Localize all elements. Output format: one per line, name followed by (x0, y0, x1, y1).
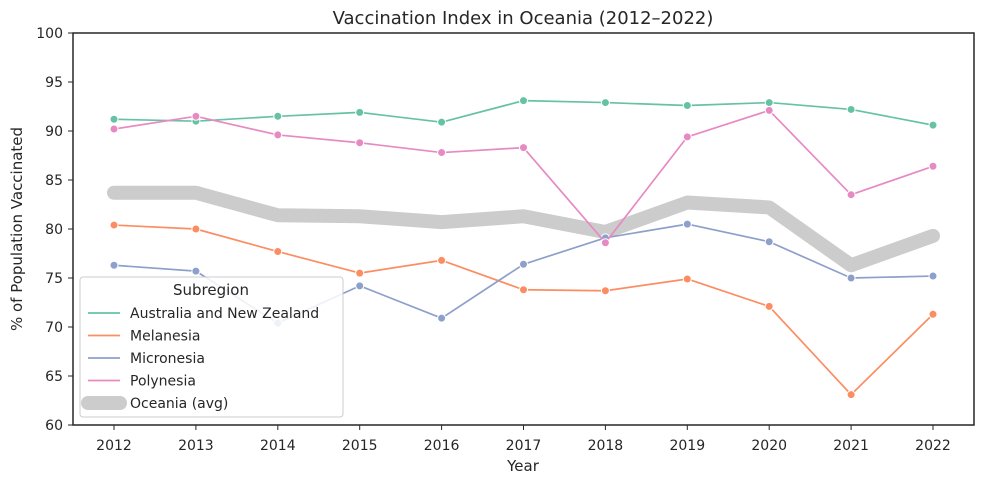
data-point-australia-and-new-zealand (519, 96, 528, 106)
data-point-micronesia (355, 281, 365, 291)
x-tick-label: 2014 (260, 438, 296, 454)
data-point-melanesia (273, 247, 283, 257)
y-tick-label: 90 (45, 124, 63, 140)
data-point-polynesia (764, 105, 774, 115)
data-point-polynesia (846, 190, 856, 200)
x-tick-label: 2015 (342, 438, 378, 454)
y-tick-label: 85 (45, 173, 63, 189)
data-point-australia-and-new-zealand (846, 104, 856, 114)
y-tick-label: 95 (45, 75, 63, 91)
data-point-melanesia (928, 309, 938, 319)
data-point-micronesia (682, 219, 692, 229)
data-point-polynesia (437, 148, 447, 158)
data-point-micronesia (846, 273, 856, 283)
y-tick-label: 65 (45, 369, 63, 385)
y-tick-label: 75 (45, 271, 63, 287)
data-point-micronesia (764, 237, 774, 247)
data-point-australia-and-new-zealand (437, 117, 447, 127)
legend-label-oceania-avg: Oceania (avg) (130, 396, 228, 412)
legend-title: Subregion (173, 281, 249, 299)
legend-label-micronesia: Micronesia (130, 351, 205, 367)
data-point-micronesia (437, 313, 447, 323)
x-tick-label: 2020 (751, 438, 787, 454)
x-tick-label: 2018 (588, 438, 624, 454)
x-tick-label: 2019 (669, 438, 705, 454)
x-tick-label: 2016 (424, 438, 460, 454)
x-tick-label: 2022 (915, 438, 951, 454)
data-point-micronesia (928, 271, 938, 281)
axis-ticks: 60 65 70 75 80 85 90 95 100 2012 2013 2014 2015 2016 2… (36, 26, 951, 454)
y-tick-label: 80 (45, 222, 63, 238)
legend-label-australia-and-new-zealand: Australia and New Zealand (130, 306, 319, 322)
data-point-melanesia (191, 224, 201, 234)
data-point-polynesia (191, 111, 201, 121)
x-tick-label: 2021 (833, 438, 869, 454)
data-point-polynesia (355, 138, 365, 148)
x-tick-label: 2017 (506, 438, 542, 454)
data-point-micronesia (109, 260, 119, 270)
data-point-polynesia (273, 130, 283, 140)
legend: Subregion Australia and New Zealand Melan… (79, 276, 344, 418)
x-axis-label: Year (506, 457, 540, 475)
data-point-polynesia (600, 238, 610, 248)
data-point-micronesia (191, 266, 201, 276)
data-point-melanesia (437, 255, 447, 265)
data-point-melanesia (764, 301, 774, 311)
data-point-melanesia (682, 274, 692, 284)
legend-label-melanesia: Melanesia (130, 329, 200, 345)
data-point-australia-and-new-zealand (273, 111, 283, 121)
data-point-melanesia (109, 220, 119, 230)
y-tick-label: 70 (45, 320, 63, 336)
legend-label-polynesia: Polynesia (130, 374, 196, 390)
data-point-melanesia (355, 268, 365, 278)
data-point-micronesia (519, 259, 528, 269)
y-axis-label: % of Population Vaccinated (8, 127, 26, 331)
data-point-polynesia (682, 132, 692, 142)
y-tick-label: 100 (36, 26, 63, 42)
data-point-australia-and-new-zealand (682, 101, 692, 111)
data-point-australia-and-new-zealand (109, 114, 119, 124)
x-tick-label: 2012 (96, 438, 132, 454)
x-tick-label: 2013 (178, 438, 214, 454)
data-point-polynesia (109, 124, 119, 134)
data-point-australia-and-new-zealand (928, 120, 938, 130)
chart-title: Vaccination Index in Oceania (2012–2022) (333, 8, 714, 29)
series-line-oceania-avg (107, 185, 940, 273)
data-point-melanesia (846, 390, 856, 400)
data-point-australia-and-new-zealand (764, 98, 774, 108)
data-point-melanesia (600, 286, 610, 296)
legend-box (79, 276, 344, 418)
y-tick-label: 60 (45, 418, 63, 434)
data-point-polynesia (519, 143, 528, 153)
plot-area (107, 96, 940, 400)
legend-items: Australia and New Zealand Melanesia Micron… (81, 306, 319, 412)
data-point-australia-and-new-zealand (355, 107, 365, 117)
data-point-polynesia (928, 161, 938, 171)
data-point-australia-and-new-zealand (600, 98, 610, 108)
data-point-melanesia (519, 285, 528, 295)
